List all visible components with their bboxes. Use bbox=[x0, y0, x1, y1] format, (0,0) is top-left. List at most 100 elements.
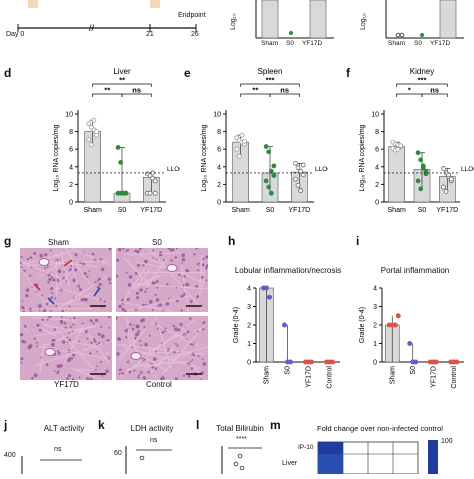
point-yf17d bbox=[441, 185, 445, 189]
nucleus bbox=[101, 334, 105, 338]
nucleus bbox=[202, 258, 204, 260]
nucleus bbox=[21, 306, 24, 309]
nucleus bbox=[190, 361, 192, 363]
nucleus bbox=[202, 321, 205, 324]
panel-m-title: Fold change over non-infected control bbox=[286, 424, 474, 433]
micrograph-sham bbox=[20, 248, 112, 312]
nucleus bbox=[181, 309, 183, 311]
nucleus bbox=[55, 305, 57, 307]
nucleus bbox=[149, 300, 153, 304]
nucleus bbox=[183, 375, 185, 377]
point-s0 bbox=[269, 191, 273, 195]
nucleus bbox=[191, 367, 194, 370]
point-sham bbox=[400, 33, 404, 37]
sinusoid bbox=[56, 250, 57, 300]
panel-letter-i: i bbox=[356, 234, 359, 248]
tick-label: S0 bbox=[414, 40, 422, 47]
point-s0 bbox=[289, 31, 293, 35]
point-sham bbox=[265, 286, 269, 290]
nucleus bbox=[34, 338, 36, 340]
nucleus bbox=[25, 294, 28, 297]
point-sham bbox=[399, 144, 403, 148]
nucleus bbox=[146, 288, 148, 290]
point-sham bbox=[238, 454, 242, 458]
panel-i-title: Portal inflammation bbox=[356, 266, 474, 275]
sinusoid bbox=[73, 370, 91, 371]
nucleus bbox=[66, 377, 69, 380]
panel-letter-m: m bbox=[270, 418, 281, 432]
panel-k-ytick: 60 bbox=[114, 450, 122, 457]
point-yf17d bbox=[301, 163, 305, 167]
sig-label: ns bbox=[430, 86, 439, 95]
x-tick-label: Sham bbox=[389, 366, 396, 384]
nucleus bbox=[86, 338, 88, 340]
nucleus bbox=[152, 309, 154, 311]
nucleus bbox=[29, 275, 31, 277]
y-tick-label: 0 bbox=[373, 360, 377, 367]
panel-b-cropped: Log₁₀ Sham S0 YF17D bbox=[228, 0, 338, 48]
nucleus bbox=[162, 331, 165, 334]
y-axis-label: Log₁₀ RNA copies/mg bbox=[53, 124, 60, 191]
nucleus bbox=[47, 266, 49, 268]
nucleus bbox=[67, 358, 71, 362]
nucleus bbox=[79, 288, 82, 291]
nucleus bbox=[57, 364, 61, 368]
point-yf17d bbox=[299, 189, 303, 193]
nucleus bbox=[189, 317, 192, 320]
panel-l-sig: **** bbox=[236, 436, 247, 443]
panel-k-sig: ns bbox=[150, 437, 157, 444]
y-tick-label: 8 bbox=[217, 129, 221, 136]
nucleus bbox=[95, 319, 98, 322]
point-yf17d bbox=[449, 177, 453, 181]
nucleus bbox=[203, 362, 207, 366]
panel-letter-g: g bbox=[4, 234, 11, 248]
y-tick-label: 6 bbox=[375, 147, 379, 154]
y-tick-label: 3 bbox=[247, 304, 251, 311]
nucleus bbox=[98, 342, 100, 344]
nucleus bbox=[88, 270, 90, 272]
y-tick-label: 8 bbox=[69, 129, 73, 136]
timeline-day0: Day 0 bbox=[6, 31, 24, 38]
y-axis-label: Log₁₀ RNA copies/mg bbox=[359, 124, 366, 191]
x-tick-label: YF17D bbox=[140, 207, 162, 214]
y-tick-label: 0 bbox=[217, 200, 221, 207]
x-tick-label: S0 bbox=[285, 366, 292, 375]
nucleus bbox=[21, 362, 23, 364]
nucleus bbox=[182, 258, 185, 261]
point-s0 bbox=[124, 191, 128, 195]
point-s0 bbox=[119, 160, 123, 164]
point-sham bbox=[89, 143, 93, 147]
bar-sham bbox=[389, 147, 405, 202]
y-tick-label: 2 bbox=[247, 323, 251, 330]
nucleus bbox=[44, 267, 46, 269]
nucleus bbox=[117, 337, 120, 340]
mouse-icon bbox=[28, 0, 38, 8]
nucleus bbox=[196, 295, 199, 298]
x-tick-label: S0 bbox=[266, 207, 275, 214]
nucleus bbox=[38, 304, 42, 308]
panel-k-title: LDH activity bbox=[112, 424, 192, 433]
nucleus bbox=[31, 377, 34, 380]
sig-label: * bbox=[408, 86, 411, 95]
nucleus bbox=[22, 300, 24, 302]
nucleus bbox=[101, 268, 105, 272]
sig-label: *** bbox=[266, 76, 275, 85]
central-vein bbox=[131, 353, 141, 360]
nucleus bbox=[206, 279, 208, 281]
heatmap-colorbar bbox=[428, 440, 438, 474]
point-s0 bbox=[408, 342, 412, 346]
nucleus bbox=[137, 264, 140, 267]
y-tick-label: 2 bbox=[69, 182, 73, 189]
nucleus bbox=[181, 253, 185, 257]
panel-letter-h: h bbox=[228, 234, 235, 248]
x-tick-label: Sham bbox=[264, 366, 271, 384]
nucleus bbox=[21, 333, 24, 336]
nucleus bbox=[109, 282, 111, 284]
nucleus bbox=[125, 336, 127, 338]
bar-yf17d bbox=[310, 0, 326, 38]
nucleus bbox=[119, 305, 122, 308]
